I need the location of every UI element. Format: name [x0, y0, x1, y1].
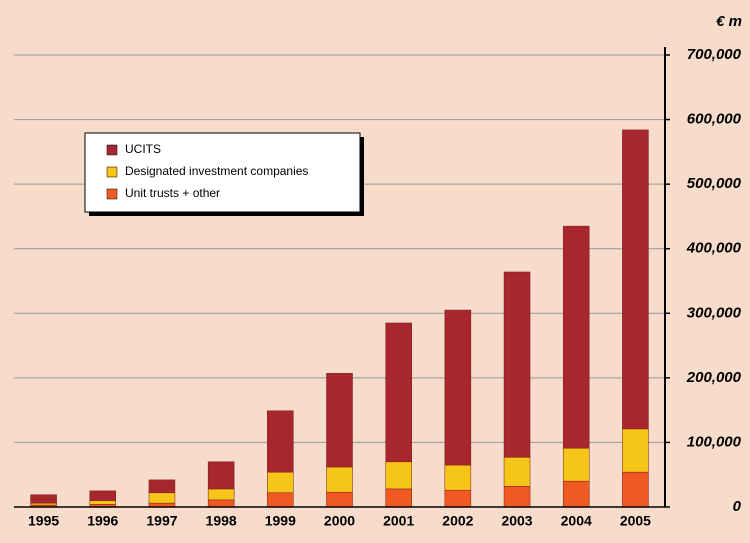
bar-segment [503, 271, 531, 458]
bar-segment [622, 129, 649, 430]
bar-segment [267, 410, 294, 473]
bar-segment [30, 502, 57, 506]
bar-segment [207, 461, 235, 490]
y-tick-label: 300,000 [687, 304, 742, 321]
x-tick-label: 1999 [265, 513, 296, 529]
bar-segment [444, 309, 472, 466]
legend-swatch [106, 166, 118, 178]
x-tick-label: 1998 [206, 513, 237, 529]
legend-box [84, 132, 361, 213]
x-tick-label: 1996 [87, 513, 118, 529]
bar-segment [562, 480, 590, 508]
bar-segment [267, 471, 294, 494]
bar-segment [148, 492, 176, 504]
legend-swatch [106, 144, 118, 156]
x-tick-label: 2000 [324, 513, 355, 529]
bar-segment [207, 488, 235, 501]
x-tick-label: 2005 [620, 513, 651, 529]
legend: UCITS Designated investment companies Unit… [84, 132, 364, 216]
bar-segment [562, 447, 590, 482]
bar-segment [385, 461, 412, 490]
y-tick-label: 200,000 [686, 369, 742, 386]
bar-segment [562, 225, 590, 449]
legend-label: UCITS [125, 142, 161, 156]
bar-segment [148, 479, 176, 494]
bar-segment [503, 486, 531, 508]
y-tick-label: 600,000 [687, 111, 742, 128]
bar-segment [385, 488, 412, 508]
bar-segment [30, 494, 57, 504]
bar-segment [89, 490, 117, 501]
legend-label: Designated investment companies [125, 164, 308, 178]
y-tick-label: 400,000 [686, 240, 742, 257]
y-axis-label: € m [716, 13, 742, 30]
bar-segment [326, 491, 353, 508]
legend-label: Unit trusts + other [125, 186, 220, 200]
bar-segment [444, 489, 472, 508]
y-tick-label: 0 [733, 498, 742, 515]
bar-segment [503, 457, 531, 487]
bar-segment [326, 466, 353, 493]
bar-segment [207, 499, 235, 508]
bar-segment [89, 500, 117, 505]
legend-swatch [106, 188, 118, 200]
bar-segment [622, 471, 649, 508]
y-tick-label: 100,000 [687, 433, 742, 450]
x-tick-label: 2004 [561, 513, 592, 529]
x-tick-label: 1997 [146, 513, 177, 529]
x-tick-label: 1995 [28, 513, 59, 529]
x-tick-label: 2001 [383, 513, 414, 529]
x-tick-label: 2003 [501, 513, 532, 529]
y-tick-label: 500,000 [687, 175, 742, 192]
y-tick-label: 700,000 [687, 46, 742, 63]
bar-segment [385, 322, 412, 463]
x-tick-label: 2002 [442, 513, 473, 529]
bar-segment [326, 373, 353, 468]
bar-segment [444, 464, 472, 491]
bar-segment [267, 492, 294, 508]
bar-segment [622, 428, 649, 473]
